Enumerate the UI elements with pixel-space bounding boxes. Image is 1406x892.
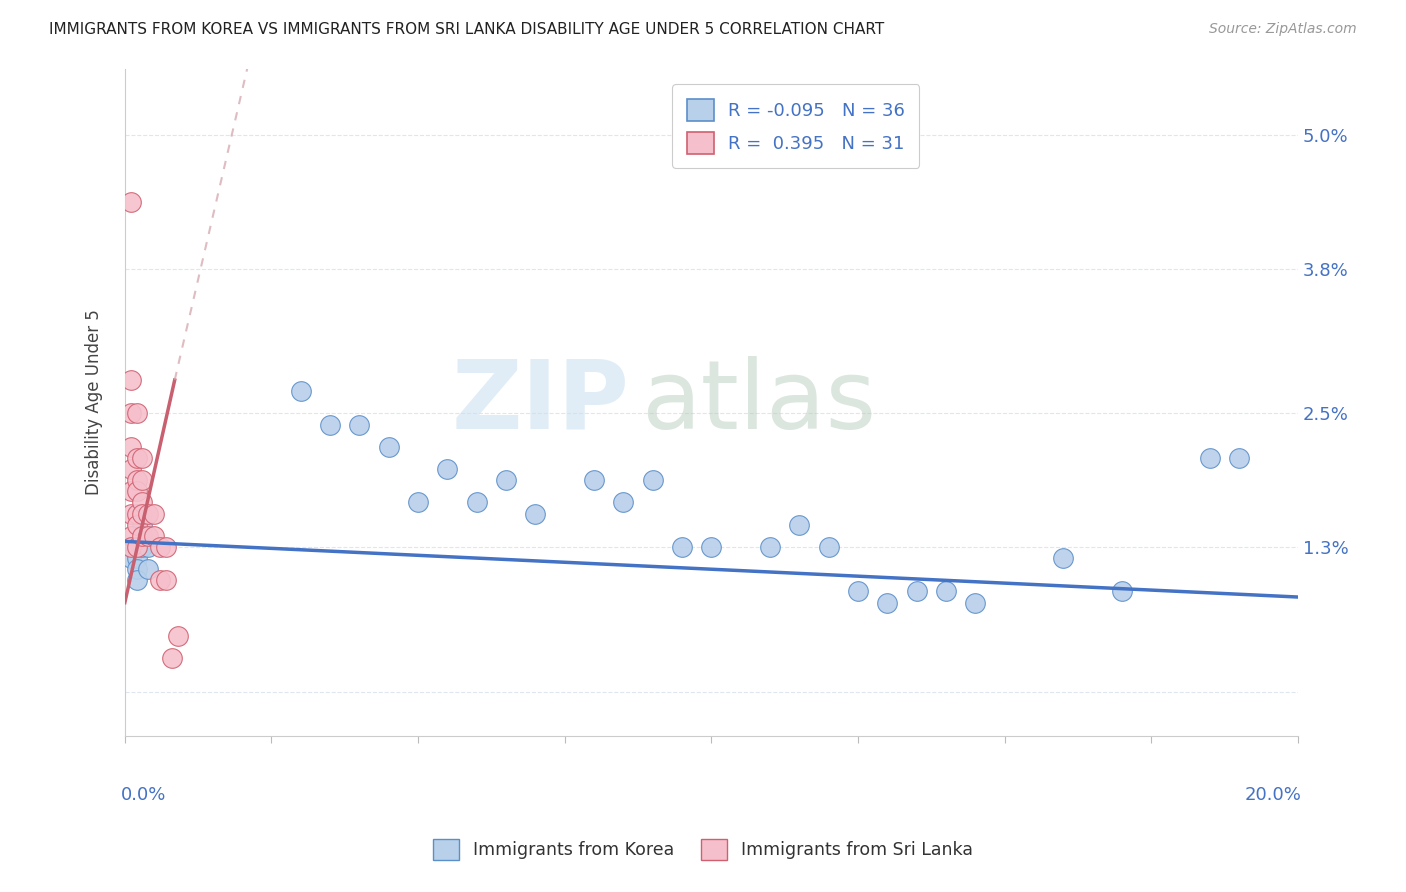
Point (131, 495, 153, 509)
Point (120, 407, 142, 421)
Point (136, 529, 159, 543)
Point (131, 473, 153, 487)
Point (789, 517, 811, 532)
Point (143, 529, 166, 543)
Point (120, 195, 142, 210)
Point (120, 462, 142, 476)
Point (131, 529, 153, 543)
Text: IMMIGRANTS FROM KOREA VS IMMIGRANTS FROM SRI LANKA DISABILITY AGE UNDER 5 CORREL: IMMIGRANTS FROM KOREA VS IMMIGRANTS FROM… (49, 22, 884, 37)
Point (876, 596, 898, 610)
Y-axis label: Disability Age Under 5: Disability Age Under 5 (86, 310, 103, 495)
Point (290, 384, 312, 399)
Point (120, 373, 142, 387)
Point (143, 507, 166, 521)
Point (641, 473, 664, 487)
Point (349, 417, 371, 432)
Point (671, 540, 693, 554)
Text: Source: ZipAtlas.com: Source: ZipAtlas.com (1209, 22, 1357, 37)
Legend: R = -0.095   N = 36, R =  0.395   N = 31: R = -0.095 N = 36, R = 0.395 N = 31 (672, 84, 920, 168)
Text: 20.0%: 20.0% (1244, 786, 1302, 805)
Point (136, 507, 159, 521)
Point (155, 540, 177, 554)
Point (136, 540, 159, 554)
Point (125, 562, 148, 576)
Point (125, 507, 148, 521)
Point (125, 450, 148, 465)
Point (1052, 551, 1074, 566)
Point (155, 574, 177, 588)
Text: atlas: atlas (641, 356, 876, 449)
Point (149, 574, 172, 588)
Point (125, 484, 148, 499)
Point (120, 529, 142, 543)
Point (817, 540, 839, 554)
Point (700, 540, 723, 554)
Point (125, 473, 148, 487)
Point (935, 584, 957, 599)
Point (125, 540, 148, 554)
Point (1111, 584, 1133, 599)
Point (125, 517, 148, 532)
Point (465, 495, 488, 509)
Point (125, 407, 148, 421)
Point (120, 507, 142, 521)
Text: 0.0%: 0.0% (121, 786, 167, 805)
Legend: Immigrants from Korea, Immigrants from Sri Lanka: Immigrants from Korea, Immigrants from S… (426, 832, 980, 867)
Point (120, 540, 142, 554)
Point (524, 507, 547, 521)
Point (120, 484, 142, 499)
Point (495, 473, 517, 487)
Point (583, 473, 606, 487)
Point (319, 417, 342, 432)
Point (436, 462, 458, 476)
Point (125, 540, 148, 554)
Point (965, 596, 987, 610)
Text: ZIP: ZIP (451, 356, 630, 449)
Point (131, 450, 153, 465)
Point (125, 551, 148, 566)
Point (612, 495, 634, 509)
Point (759, 540, 782, 554)
Point (160, 651, 183, 665)
Point (120, 540, 142, 554)
Point (846, 584, 869, 599)
Point (120, 440, 142, 454)
Point (131, 540, 153, 554)
Point (1229, 450, 1251, 465)
Point (406, 495, 429, 509)
Point (131, 507, 153, 521)
Point (149, 540, 172, 554)
Point (905, 584, 928, 599)
Point (131, 517, 153, 532)
Point (166, 629, 188, 643)
Point (378, 440, 401, 454)
Point (125, 574, 148, 588)
Point (1199, 450, 1222, 465)
Point (120, 551, 142, 566)
Point (136, 562, 159, 576)
